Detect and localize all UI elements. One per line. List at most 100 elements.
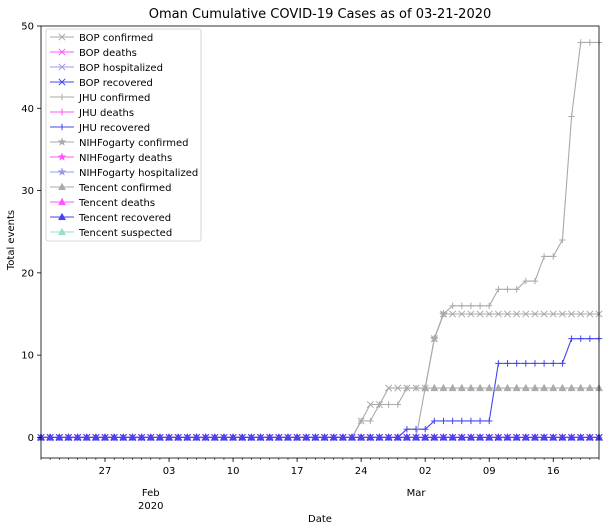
legend-label: Tencent suspected bbox=[78, 228, 172, 239]
data-point bbox=[531, 277, 539, 285]
series-line-tencent-confirmed bbox=[41, 387, 599, 438]
data-point bbox=[503, 310, 512, 318]
legend-entry: Tencent suspected bbox=[50, 227, 172, 239]
data-point bbox=[521, 383, 530, 392]
data-point bbox=[550, 253, 557, 260]
data-point bbox=[394, 401, 401, 408]
legend-label: JHU confirmed bbox=[78, 93, 150, 104]
data-point bbox=[476, 310, 484, 318]
chart-title: Oman Cumulative COVID-19 Cases as of 03-… bbox=[149, 7, 492, 22]
data-point bbox=[55, 433, 64, 441]
data-point bbox=[540, 310, 548, 318]
legend-label: JHU deaths bbox=[78, 108, 134, 119]
data-point bbox=[210, 433, 219, 441]
data-point bbox=[504, 286, 511, 293]
data-point bbox=[503, 383, 512, 392]
data-point bbox=[219, 433, 228, 441]
data-point bbox=[64, 433, 73, 441]
data-point bbox=[577, 335, 584, 342]
data-point bbox=[522, 277, 530, 285]
data-point bbox=[329, 433, 338, 441]
legend-label: JHU recovered bbox=[78, 123, 150, 134]
data-point bbox=[384, 433, 393, 441]
data-point bbox=[274, 433, 283, 441]
data-point bbox=[421, 433, 430, 441]
data-point bbox=[476, 302, 484, 309]
data-point bbox=[448, 433, 457, 441]
data-point bbox=[155, 433, 164, 441]
x-year-label: 2020 bbox=[138, 501, 163, 512]
data-point bbox=[402, 433, 411, 441]
data-point bbox=[238, 433, 247, 441]
data-point bbox=[421, 426, 429, 433]
data-point bbox=[439, 433, 448, 441]
data-point bbox=[165, 433, 174, 441]
legend-marker bbox=[57, 227, 67, 236]
legend-marker bbox=[58, 48, 66, 56]
data-point bbox=[540, 383, 549, 392]
data-point bbox=[476, 417, 484, 425]
legend-label: BOP hospitalized bbox=[79, 63, 163, 74]
data-point bbox=[338, 433, 347, 441]
data-point bbox=[522, 360, 530, 367]
plot-frame bbox=[40, 25, 600, 459]
data-point bbox=[558, 433, 567, 441]
data-point bbox=[421, 383, 430, 392]
legend-label: BOP deaths bbox=[79, 48, 137, 59]
data-point bbox=[438, 309, 449, 318]
data-point bbox=[412, 426, 420, 433]
data-point bbox=[302, 433, 311, 441]
data-point bbox=[558, 310, 566, 318]
data-point bbox=[376, 401, 383, 408]
x-tick-label: 27 bbox=[99, 466, 112, 477]
legend-marker bbox=[58, 108, 66, 116]
x-month-label: Mar bbox=[407, 488, 427, 499]
legend-marker bbox=[57, 197, 67, 206]
legend-label: Tencent deaths bbox=[78, 198, 155, 209]
series-tencent-confirmed bbox=[36, 383, 604, 441]
data-point bbox=[558, 383, 567, 392]
legend-entry: JHU confirmed bbox=[50, 93, 150, 104]
series-bop-confirmed bbox=[37, 310, 603, 441]
legend-marker bbox=[57, 137, 67, 146]
data-point bbox=[366, 400, 374, 409]
series-line-nihfogarty-confirmed bbox=[433, 313, 445, 339]
legend-marker bbox=[57, 152, 67, 161]
data-point bbox=[513, 360, 520, 367]
data-point bbox=[183, 433, 192, 441]
data-point bbox=[457, 383, 466, 392]
data-point bbox=[485, 383, 494, 392]
series-line-bop-confirmed bbox=[41, 313, 599, 438]
data-point bbox=[550, 360, 557, 367]
data-point bbox=[403, 384, 411, 392]
data-point bbox=[504, 360, 511, 367]
data-point bbox=[495, 360, 502, 367]
data-point bbox=[431, 417, 438, 425]
data-point bbox=[458, 417, 465, 425]
data-point bbox=[576, 433, 585, 441]
legend-marker bbox=[58, 78, 66, 86]
data-point bbox=[540, 433, 549, 441]
data-point bbox=[429, 333, 439, 343]
data-point bbox=[119, 433, 128, 441]
data-point bbox=[385, 384, 393, 392]
legend-entry: BOP hospitalized bbox=[50, 63, 163, 74]
legend-marker bbox=[58, 123, 66, 131]
data-point bbox=[174, 433, 183, 441]
data-point bbox=[585, 383, 594, 392]
data-point bbox=[403, 426, 411, 433]
y-tick-label: 20 bbox=[21, 268, 34, 279]
legend-marker bbox=[58, 63, 66, 71]
data-point bbox=[91, 433, 100, 441]
data-point bbox=[568, 335, 575, 342]
data-point bbox=[467, 417, 475, 425]
legend-marker bbox=[57, 212, 67, 221]
data-point bbox=[449, 302, 456, 309]
data-point bbox=[430, 383, 439, 392]
data-point bbox=[512, 433, 521, 441]
data-point bbox=[46, 433, 55, 441]
data-point bbox=[466, 433, 475, 441]
data-point bbox=[586, 310, 594, 318]
data-point bbox=[283, 433, 293, 441]
data-point bbox=[412, 433, 421, 441]
